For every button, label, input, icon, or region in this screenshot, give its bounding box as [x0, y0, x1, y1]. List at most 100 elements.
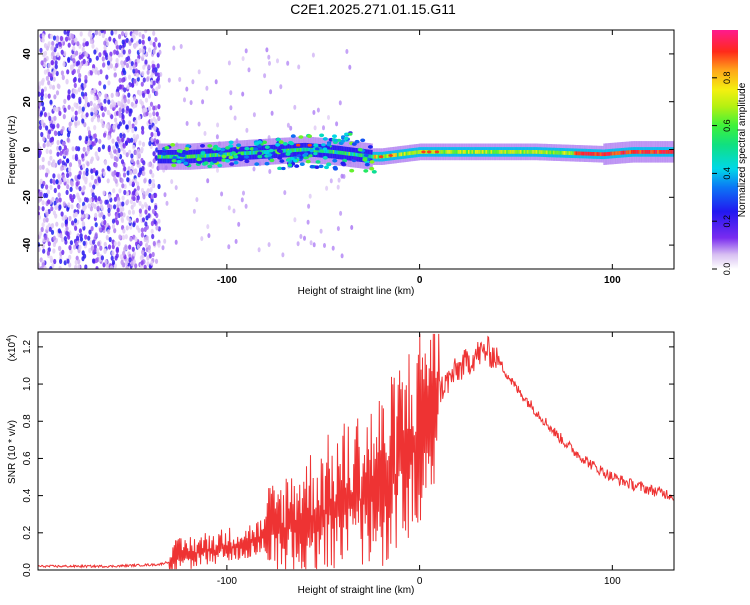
noise-speckle: [75, 111, 78, 116]
noise-speckle: [152, 111, 155, 116]
band-core: [411, 151, 413, 155]
noise-speckle: [136, 160, 139, 165]
sparse-speckle: [330, 178, 333, 183]
band-core: [305, 148, 307, 152]
noise-speckle: [104, 107, 107, 112]
noise-speckle: [128, 49, 131, 54]
noise-speckle: [148, 125, 151, 130]
noise-speckle: [107, 203, 110, 208]
noise-speckle: [60, 129, 63, 134]
signal-blob: [200, 144, 205, 148]
streak-blob: [277, 167, 281, 170]
signal-blob: [275, 143, 280, 147]
noise-speckle: [75, 51, 78, 56]
noise-speckle: [121, 260, 124, 265]
signal-blob: [314, 165, 319, 169]
noise-speckle: [42, 78, 45, 83]
noise-speckle: [54, 205, 57, 210]
noise-speckle: [151, 221, 154, 226]
sparse-speckle: [172, 46, 175, 51]
noise-speckle: [66, 69, 69, 74]
x-tick-label: -100: [217, 275, 237, 286]
noise-speckle: [67, 232, 70, 237]
signal-blob: [369, 167, 374, 171]
signal-blob: [225, 159, 230, 163]
noise-speckle: [41, 89, 44, 94]
noise-speckle: [89, 58, 92, 63]
sparse-speckle: [312, 53, 315, 58]
noise-speckle: [153, 125, 156, 130]
noise-speckle: [151, 173, 154, 178]
noise-speckle: [135, 191, 138, 196]
noise-speckle: [48, 241, 51, 246]
band-core: [626, 151, 628, 155]
signal-blob: [264, 151, 269, 155]
noise-speckle: [142, 40, 145, 45]
noise-speckle: [126, 63, 129, 68]
noise-speckle: [141, 101, 144, 106]
noise-speckle: [152, 252, 155, 257]
noise-speckle: [112, 224, 115, 229]
noise-speckle: [98, 147, 101, 152]
band-core: [576, 151, 578, 155]
snr-x-axis-label: Height of straight line (km): [298, 585, 415, 596]
noise-speckle: [88, 203, 91, 208]
noise-speckle: [112, 172, 115, 177]
noise-speckle: [150, 102, 153, 107]
noise-speckle: [105, 75, 108, 80]
noise-speckle: [148, 47, 151, 52]
signal-blob: [212, 160, 217, 164]
sparse-speckle: [175, 240, 178, 245]
noise-speckle: [108, 244, 111, 249]
streak-blob: [344, 133, 348, 136]
noise-speckle: [129, 170, 132, 175]
noise-speckle: [128, 245, 131, 250]
noise-speckle: [82, 206, 85, 211]
sparse-speckle: [268, 169, 271, 174]
noise-speckle: [123, 190, 126, 195]
noise-speckle: [40, 96, 43, 101]
noise-speckle: [55, 60, 58, 65]
noise-speckle: [74, 175, 77, 180]
noise-speckle: [134, 126, 137, 131]
sparse-speckle: [206, 224, 209, 229]
streak-blob: [344, 137, 348, 140]
band-core: [227, 152, 229, 156]
signal-blob: [164, 146, 169, 150]
noise-speckle: [58, 192, 61, 197]
noise-speckle: [89, 182, 92, 187]
band-core: [536, 150, 538, 154]
noise-speckle: [42, 206, 45, 211]
band-core: [562, 151, 564, 155]
noise-speckle: [153, 49, 156, 54]
noise-speckle: [73, 78, 76, 83]
noise-speckle: [41, 60, 44, 65]
noise-speckle: [109, 237, 112, 242]
noise-speckle: [55, 222, 58, 227]
streak-blob: [288, 163, 292, 166]
band-core: [170, 155, 172, 159]
sparse-speckle: [339, 100, 342, 105]
band-core: [602, 152, 604, 156]
noise-speckle: [58, 228, 61, 233]
noise-speckle: [147, 70, 150, 75]
noise-speckle: [116, 247, 119, 252]
signal-blob: [370, 160, 375, 164]
band-core: [586, 152, 588, 156]
sparse-speckle: [242, 56, 245, 61]
noise-speckle: [141, 147, 144, 152]
noise-speckle: [75, 146, 78, 151]
band-core: [168, 155, 170, 159]
sparse-speckle: [206, 178, 209, 183]
noise-speckle: [75, 260, 78, 265]
snr-y-axis-label: SNR (10 * v/v): [7, 420, 18, 484]
sparse-speckle: [159, 50, 162, 55]
noise-speckle: [106, 124, 109, 129]
noise-speckle: [146, 261, 149, 266]
figure: C2E1.2025.271.01.15.G11 -100 0 100 -40 -20 0…: [0, 0, 750, 600]
noise-speckle: [139, 201, 142, 206]
noise-speckle: [128, 218, 131, 223]
sparse-speckle: [281, 252, 284, 257]
noise-speckle: [74, 226, 77, 231]
noise-speckle: [93, 168, 96, 173]
